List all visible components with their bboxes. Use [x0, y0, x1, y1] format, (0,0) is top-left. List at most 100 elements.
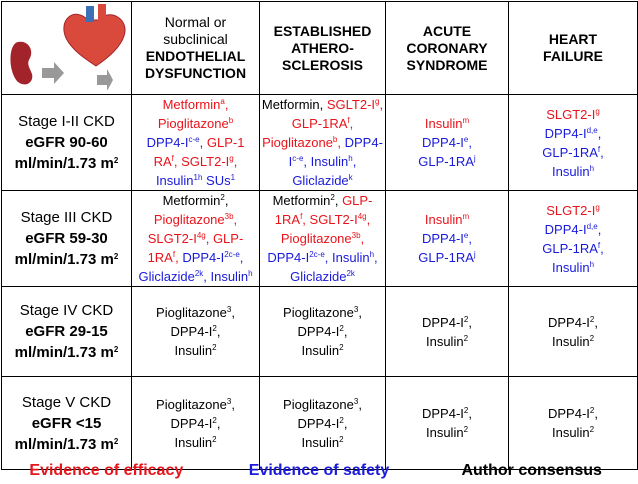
drug-text: ,	[337, 135, 341, 150]
drug-line: Gliclazide2k	[260, 267, 385, 286]
drug-line: DPP4-Ic-e, GLP-1	[132, 133, 259, 152]
drug-cell: DPP4-I2, Insulin2	[508, 286, 638, 377]
drug-line: 1RAf, SGLT2-I4g,	[260, 210, 385, 229]
drug-line: SLGT2-Ig	[509, 105, 637, 124]
header-bold-line: HEART	[548, 31, 598, 47]
drug-text: , GLP-	[205, 231, 244, 246]
table-row: Stage III CKD eGFR 59-30 ml/min/1.73 m2 Met…	[1, 190, 638, 287]
drug-sup: g	[595, 106, 600, 116]
drug-sup: d,e	[586, 221, 598, 231]
drug-line: RAf, SGLT2-Ig,	[132, 152, 259, 171]
unit-label: ml/min/1.73 m2	[2, 434, 131, 455]
drug-line: Insulin1h SUs1	[132, 171, 259, 190]
drug-line: Pioglitazone3,	[260, 303, 385, 322]
drug-text: ,	[343, 324, 348, 339]
drug-sup: 1	[230, 173, 236, 182]
drug-line: Insulin2	[509, 423, 637, 442]
drug-text: Insulin	[551, 259, 590, 275]
drug-sup: h	[369, 250, 375, 259]
drug-line: Metformin2, GLP-	[260, 191, 385, 210]
drug-text: Insulin	[301, 343, 340, 358]
drug-cell: DPP4-I2, Insulin2	[508, 376, 638, 470]
drug-cell: Metformin2, GLP- 1RAf, SGLT2-I4g, Pioglita…	[259, 190, 386, 287]
drug-line: Insulinm	[386, 210, 508, 229]
drug-sup: 3	[226, 305, 232, 314]
drug-sup: 2	[339, 434, 344, 444]
drug-text: Insulin	[425, 425, 464, 440]
drug-text: ,	[233, 212, 238, 227]
drug-text: , Insulin	[303, 154, 349, 169]
egfr-label: eGFR 59-30	[25, 230, 108, 247]
header-bold-line: FAILURE	[543, 48, 603, 64]
drug-line: DPP4-I2,	[386, 404, 508, 423]
drug-sup: h	[348, 154, 353, 163]
drug-cell: Metformin, SGLT2-Ig, GLP-1RAf, Pioglitazon…	[259, 94, 386, 191]
drug-cell: Pioglitazone3, DPP4-I2, Insulin2	[131, 376, 260, 470]
drug-line: 1RAf, DPP4-I2c-e,	[132, 248, 259, 267]
drug-text: Pioglitazone	[262, 135, 333, 150]
drug-line: DPP4-I2,	[509, 404, 637, 423]
drug-text: ,	[366, 212, 371, 227]
row-label: Stage IV CKD eGFR 29-15 ml/min/1.73 m2	[1, 286, 132, 377]
drug-text: SGLT2-I	[323, 97, 376, 112]
drug-cell: SLGT2-Ig DPP4-Id,e, GLP-1RAf, Insulinh	[508, 190, 638, 287]
drug-sup: 2	[212, 434, 217, 444]
drug-sup: k	[348, 173, 353, 182]
drug-text: ,	[231, 396, 235, 412]
drug-sup: g	[375, 97, 380, 106]
stage-label: Stage I-II CKD	[18, 113, 115, 130]
drug-sup: f	[597, 144, 601, 154]
drug-text: DPP4-I	[146, 135, 189, 150]
drug-cell: Pioglitazone3, DPP4-I2, Insulin2	[259, 286, 386, 377]
stage-label: Stage IV CKD	[19, 302, 114, 319]
drug-text: Insulin	[424, 212, 463, 227]
drug-line: DPP4-Id,e,	[509, 220, 637, 239]
drug-text: Metformin	[162, 193, 221, 208]
drug-text: Metformin	[162, 97, 221, 112]
drug-text: GLP-1RA	[542, 144, 598, 160]
icon-cell	[1, 1, 132, 95]
drug-sup: f	[300, 212, 303, 221]
drug-line: DPP4-I2,	[260, 322, 385, 341]
drug-text: Insulin	[424, 116, 463, 131]
unit-label: ml/min/1.73 m2	[2, 342, 131, 363]
drug-text: ,	[600, 240, 604, 256]
drug-text: SLGT2-I	[546, 202, 596, 218]
legend-item: Evidence of efficacy	[29, 462, 184, 479]
drug-cell: Insulinm DPP4-Ie, GLP-1RAj	[385, 190, 509, 287]
drug-line: Gliclazide2k, Insulinh	[132, 267, 259, 286]
drug-text: ,	[334, 193, 339, 208]
row-label: Stage V CKD eGFR <15 ml/min/1.73 m2	[1, 376, 132, 470]
stage-label: Stage III CKD	[20, 209, 113, 226]
drug-text: Insulin	[301, 434, 340, 450]
column-header: Normal or subclinical ENDOTHELIAL DYSFUNCTI…	[131, 1, 260, 95]
drug-text: ,	[379, 97, 384, 112]
drug-text: ,	[349, 116, 354, 131]
drug-sup: c-e	[292, 154, 304, 163]
drug-sup: g	[229, 154, 234, 163]
drug-sup: b	[332, 135, 338, 144]
drug-text: DPP4-I	[267, 250, 310, 265]
table-row: Stage V CKD eGFR <15 ml/min/1.73 m2 Pioglit…	[1, 376, 638, 470]
drug-text: 1RA	[274, 212, 301, 227]
drug-text: ,	[199, 135, 204, 150]
drug-sup: 3	[353, 305, 359, 314]
drug-sup: 2	[339, 415, 344, 425]
drug-sup: 2	[463, 333, 469, 343]
drug-text: ,	[343, 415, 348, 431]
drug-text: GLP-1RA	[291, 116, 348, 131]
drug-line: GLP-1RAf,	[509, 143, 637, 162]
header-line: Normal or	[164, 14, 227, 30]
drug-sup: 2	[330, 193, 335, 202]
drug-text: ,	[597, 221, 602, 237]
drug-sup: c-e	[188, 135, 200, 144]
drug-text: DPP4-I	[178, 250, 225, 265]
drug-sup: 2	[463, 425, 469, 434]
drug-line: Pioglitazone3b,	[132, 210, 259, 229]
row-label: Stage I-II CKD eGFR 90-60 ml/min/1.73 m2	[1, 94, 132, 191]
drug-text: , SGLT2-I	[173, 154, 230, 169]
drug-sup: f	[171, 154, 174, 163]
drug-text: Pioglitazone	[280, 231, 352, 246]
drug-text: ,	[224, 193, 229, 208]
unit-sup: 2	[113, 156, 119, 165]
